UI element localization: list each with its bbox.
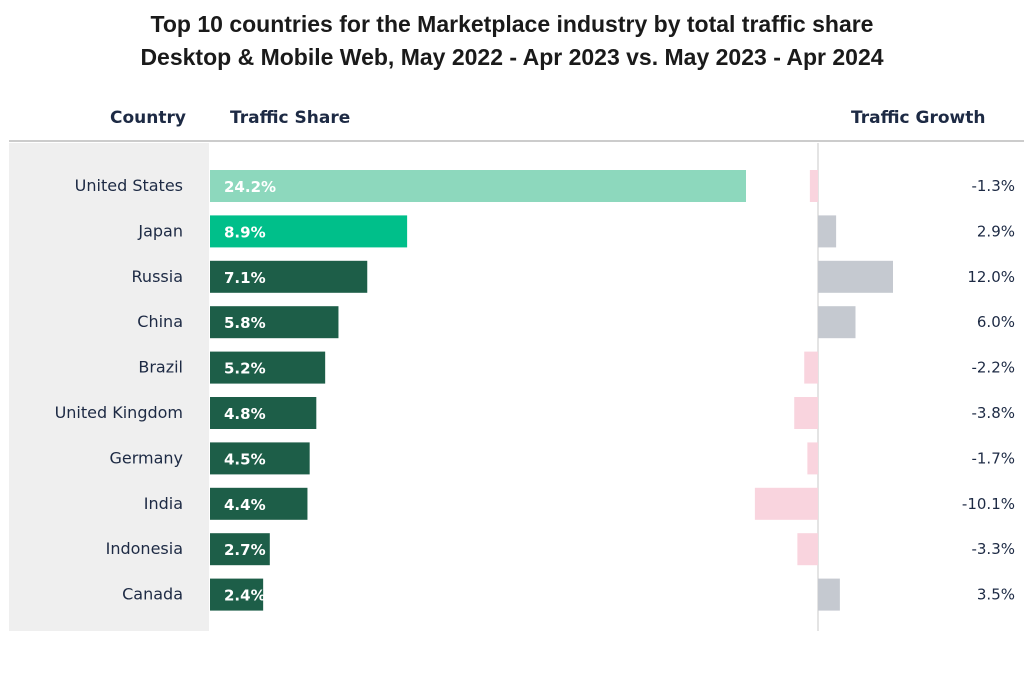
traffic-growth-value-label: -1.7% bbox=[971, 449, 1015, 467]
traffic-growth-bar bbox=[804, 351, 818, 384]
traffic-share-value-label: 4.5% bbox=[224, 450, 266, 468]
traffic-share-value-label: 8.9% bbox=[224, 223, 266, 241]
traffic-growth-value-label: 6.0% bbox=[977, 313, 1015, 331]
traffic-growth-column-header: Traffic Growth bbox=[851, 108, 986, 128]
country-column-header: Country bbox=[110, 108, 186, 128]
traffic-share-column-header: Traffic Share bbox=[230, 108, 351, 128]
country-label: Japan bbox=[137, 221, 183, 240]
traffic-share-value-label: 4.8% bbox=[224, 405, 266, 423]
traffic-share-bar bbox=[210, 578, 264, 611]
traffic-growth-value-label: -2.2% bbox=[971, 359, 1015, 377]
traffic-share-value-label: 7.1% bbox=[224, 269, 266, 287]
traffic-growth-value-label: 12.0% bbox=[967, 268, 1015, 286]
traffic-share-value-label: 24.2% bbox=[224, 178, 276, 196]
traffic-growth-bar bbox=[818, 578, 840, 611]
traffic-share-bar bbox=[210, 306, 339, 339]
country-label: China bbox=[137, 312, 183, 331]
traffic-share-bar bbox=[210, 351, 326, 384]
chart-title: Top 10 countries for the Marketplace ind… bbox=[150, 11, 874, 37]
traffic-growth-value-label: 3.5% bbox=[977, 586, 1015, 604]
traffic-growth-value-label: -3.8% bbox=[971, 404, 1015, 422]
country-label: United States bbox=[75, 176, 183, 195]
traffic-share-bar bbox=[210, 170, 746, 202]
traffic-growth-bar bbox=[797, 533, 818, 566]
country-label: Indonesia bbox=[106, 539, 183, 558]
traffic-share-value-label: 2.7% bbox=[224, 541, 266, 559]
traffic-share-value-label: 5.8% bbox=[224, 314, 266, 332]
traffic-share-value-label: 2.4% bbox=[224, 587, 266, 605]
traffic-share-bar bbox=[210, 533, 270, 566]
traffic-share-value-label: 4.4% bbox=[224, 496, 266, 514]
country-label: United Kingdom bbox=[55, 403, 183, 422]
traffic-share-bar bbox=[210, 397, 317, 429]
traffic-growth-value-label: -1.3% bbox=[971, 177, 1015, 195]
traffic-growth-bar bbox=[807, 442, 818, 475]
country-label: India bbox=[144, 494, 183, 513]
traffic-growth-bar bbox=[794, 397, 818, 429]
traffic-growth-value-label: -10.1% bbox=[962, 495, 1015, 513]
traffic-growth-bar bbox=[809, 170, 818, 202]
traffic-share-value-label: 5.2% bbox=[224, 360, 266, 378]
traffic-growth-value-label: 2.9% bbox=[977, 222, 1015, 240]
traffic-share-bar bbox=[210, 215, 408, 248]
traffic-share-bar bbox=[210, 487, 308, 520]
traffic-growth-value-label: -3.3% bbox=[971, 540, 1015, 558]
country-panel-background bbox=[9, 143, 209, 631]
country-label: Germany bbox=[109, 448, 183, 467]
traffic-growth-bar bbox=[818, 260, 893, 293]
country-label: Russia bbox=[132, 267, 183, 286]
traffic-share-bar bbox=[210, 442, 310, 475]
country-label: Canada bbox=[122, 585, 183, 604]
traffic-share-bar bbox=[210, 260, 368, 293]
traffic-growth-bar bbox=[818, 215, 837, 248]
chart-subtitle: Desktop & Mobile Web, May 2022 - Apr 202… bbox=[140, 44, 884, 70]
traffic-growth-bar bbox=[818, 306, 856, 339]
country-label: Brazil bbox=[138, 358, 183, 377]
traffic-growth-bar bbox=[754, 487, 818, 520]
